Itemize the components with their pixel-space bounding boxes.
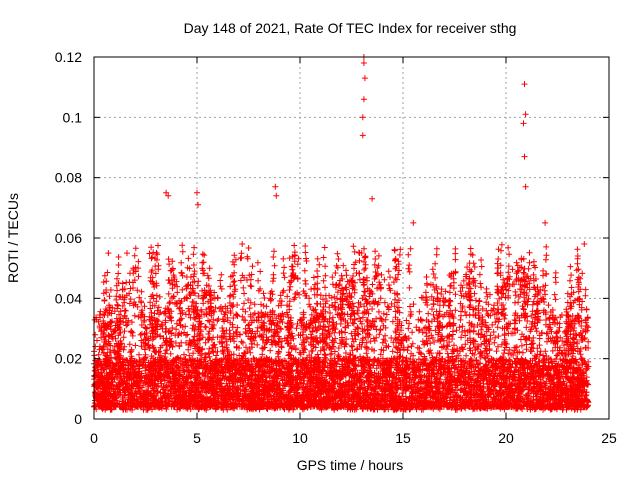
x-tick-label: 25 [601, 430, 617, 446]
y-tick-label: 0.08 [55, 170, 82, 186]
x-tick-label: 0 [90, 430, 98, 446]
y-tick-label: 0 [74, 411, 82, 427]
x-tick-labels: 0 5 10 15 20 25 [90, 430, 617, 446]
axis-ticks [93, 56, 610, 420]
data-points [91, 54, 592, 413]
x-tick-label: 20 [498, 430, 514, 446]
y-tick-label: 0.02 [55, 351, 82, 367]
x-tick-label: 10 [292, 430, 308, 446]
y-axis-label: ROTI / TECUs [5, 193, 21, 283]
x-tick-label: 15 [395, 430, 411, 446]
y-tick-label: 0.04 [55, 290, 82, 306]
x-tick-label: 5 [193, 430, 201, 446]
y-tick-label: 0.12 [55, 49, 82, 65]
grid [94, 57, 609, 419]
y-tick-label: 0.06 [55, 230, 82, 246]
chart-title: Day 148 of 2021, Rate Of TEC Index for r… [184, 20, 517, 36]
y-tick-label: 0.1 [63, 109, 83, 125]
roti-markers [91, 54, 592, 413]
y-tick-labels: 0 0.02 0.04 0.06 0.08 0.1 0.12 [55, 49, 82, 427]
x-axis-label: GPS time / hours [297, 457, 404, 473]
